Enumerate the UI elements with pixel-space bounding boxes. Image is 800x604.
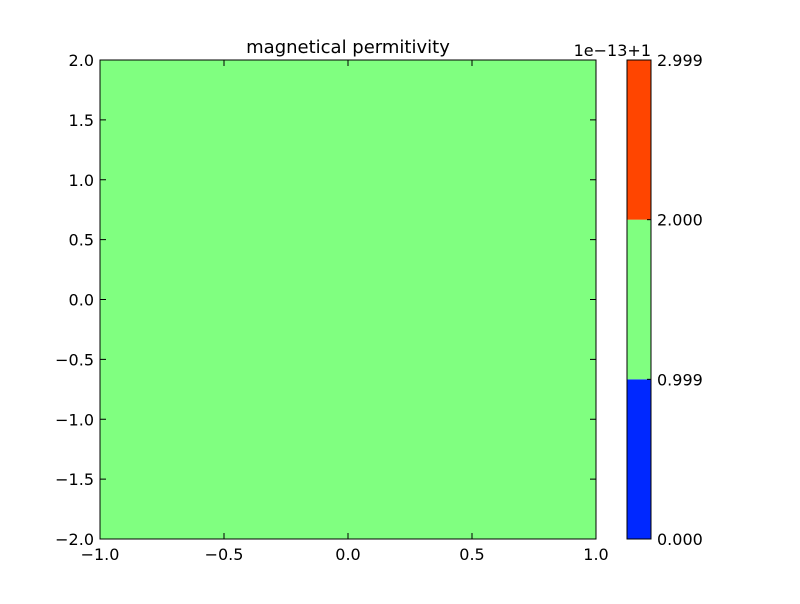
y-tick-label: 0.5 <box>69 231 94 250</box>
colorbar-segment <box>627 219 651 380</box>
y-tick-label: −0.5 <box>55 350 94 369</box>
chart-title: magnetical permitivity <box>246 37 450 58</box>
y-tick-label: −1.0 <box>55 410 94 429</box>
colorbar: 0.000 0.999 2.000 2.999 <box>626 51 703 549</box>
x-tick-label: 1.0 <box>583 545 608 564</box>
y-tick-label: −1.5 <box>55 470 94 489</box>
y-tick-label: −2.0 <box>55 530 94 549</box>
x-tick-label: 0.0 <box>335 545 360 564</box>
y-tick-label: 2.0 <box>69 51 94 70</box>
x-axis: −1.0 −0.5 0.0 0.5 1.0 <box>81 60 609 564</box>
colorbar-tick-label: 2.000 <box>657 211 703 230</box>
y-tick-label: 1.5 <box>69 111 94 130</box>
x-tick-label: 0.5 <box>459 545 484 564</box>
colorbar-frame <box>626 59 652 540</box>
colorbar-tick-label: 0.000 <box>657 530 703 549</box>
contour-fill-region <box>100 60 596 539</box>
colorbar-segment <box>627 379 651 539</box>
y-tick-label: 1.0 <box>69 171 94 190</box>
colorbar-tick-label: 2.999 <box>657 51 703 70</box>
colorbar-offset-label: 1e−13+1 <box>574 41 651 60</box>
y-tick-label: 0.0 <box>69 291 94 310</box>
x-tick-label: −1.0 <box>81 545 120 564</box>
colorbar-tick-label: 0.999 <box>657 370 703 389</box>
y-axis: 2.0 1.5 1.0 0.5 0.0 −0.5 −1.0 −1.5 −2.0 <box>55 51 596 549</box>
colorbar-segment <box>627 60 651 220</box>
x-tick-label: −0.5 <box>205 545 244 564</box>
plot-area <box>99 59 597 540</box>
